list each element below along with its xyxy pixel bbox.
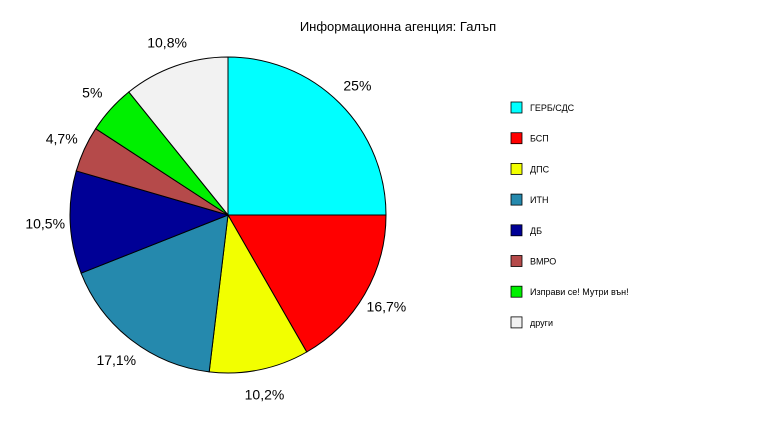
chart-legend: ГЕРБ/СДС БСП ДПС ИТН ДБ ВМРО Изправи се! Мутри… — [510, 101, 629, 329]
pie-slice-1 — [227, 56, 387, 216]
legend-swatch — [510, 193, 523, 206]
legend-label: ДБ — [530, 226, 542, 236]
legend-swatch — [510, 132, 523, 145]
legend-swatch — [510, 285, 523, 298]
legend-swatch — [510, 316, 523, 329]
slice-data-label: 16,7% — [367, 299, 407, 315]
slice-data-label: 4,7% — [46, 131, 78, 147]
pie-slice-labels: 25% 16,7% 10,2% 17,1% 10,5% 4,7% 5% 10,8% — [25, 34, 406, 402]
legend-label: БСП — [530, 134, 549, 144]
legend-swatch — [510, 101, 523, 114]
legend-label: други — [530, 318, 553, 328]
slice-data-label: 10,8% — [147, 34, 187, 50]
pie-slices — [69, 56, 387, 374]
pie-slice-4 — [80, 214, 229, 373]
pie-slice-5 — [69, 170, 230, 274]
slice-data-label: 10,2% — [245, 386, 285, 402]
pie-slice-8 — [128, 56, 229, 217]
slice-data-label: 10,5% — [25, 216, 65, 232]
legend-swatch — [510, 162, 523, 175]
slice-data-label: 25% — [343, 78, 371, 94]
slice-data-label: 5% — [82, 84, 102, 100]
legend-label: ВМРО — [530, 257, 556, 267]
legend-label: ДПС — [530, 164, 550, 174]
legend-label: Изправи се! Мутри вън! — [530, 287, 629, 297]
legend-swatch — [510, 255, 523, 267]
legend-label: ГЕРБ/СДС — [530, 103, 575, 113]
legend-swatch — [510, 224, 523, 237]
pie-slice-3 — [208, 213, 308, 374]
chart-title: Информационна агенция: Галъп — [300, 19, 496, 34]
slice-data-label: 17,1% — [96, 352, 136, 368]
legend-label: ИТН — [530, 195, 548, 205]
pie-slice-2 — [227, 214, 387, 353]
